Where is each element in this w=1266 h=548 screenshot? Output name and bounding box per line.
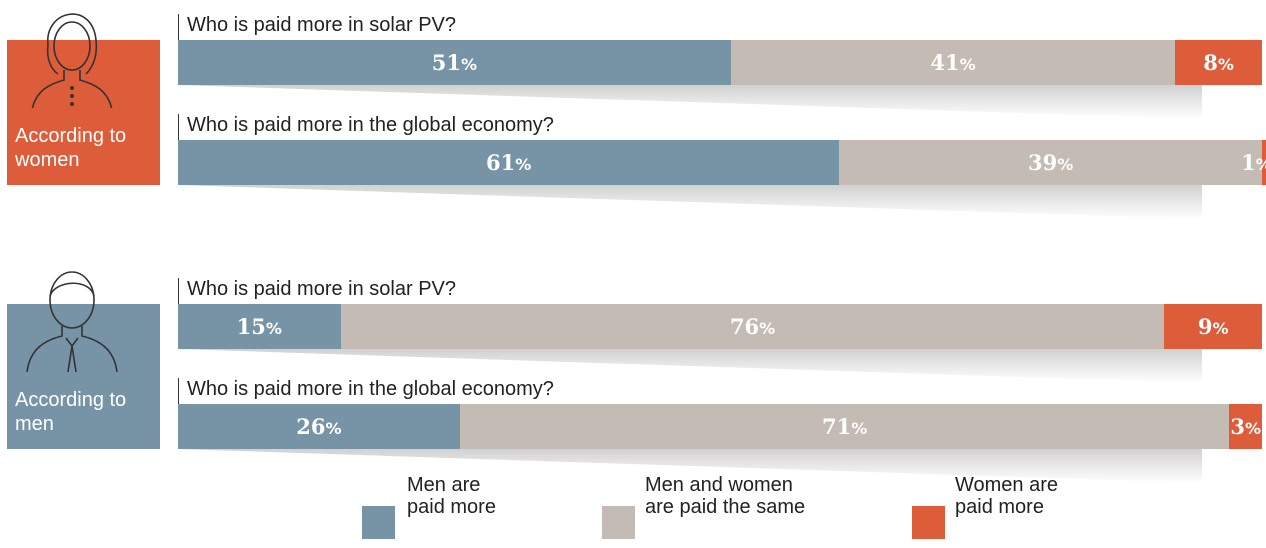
- legend-swatch: [362, 506, 395, 539]
- bar-shadow: [178, 185, 1202, 219]
- bar-segment: 41%: [730, 40, 1176, 85]
- value-label: 9%: [1197, 314, 1229, 339]
- legend-label: Women are paid more: [955, 474, 1059, 518]
- value-label: 41%: [930, 50, 976, 75]
- bar-segment: 15%: [178, 304, 341, 349]
- value-label: 39%: [1027, 150, 1074, 175]
- value-label: 76%: [729, 314, 776, 339]
- bar-segment: 1%: [1241, 140, 1266, 185]
- bar-segment: 3%: [1229, 404, 1262, 449]
- category-label: Who is paid more in the global economy?: [187, 114, 554, 136]
- value-label: 51%: [431, 50, 478, 75]
- value-label: 15%: [236, 314, 282, 339]
- value-label: 71%: [822, 414, 868, 439]
- bar-segment: 51%: [178, 40, 731, 85]
- bar-segment: 71%: [459, 404, 1230, 449]
- woman-icon: [31, 13, 113, 111]
- bar-segment: 61%: [178, 140, 840, 185]
- legend-swatch: [912, 506, 945, 539]
- category-label: Who is paid more in solar PV?: [187, 278, 457, 300]
- legend-label: Men are paid more: [407, 474, 496, 518]
- icons: [26, 13, 118, 373]
- group-panel: [7, 372, 160, 449]
- bar-segment: 26%: [178, 404, 460, 449]
- value-label: 3%: [1230, 414, 1261, 439]
- bar-segment: 8%: [1175, 40, 1262, 85]
- value-label: 1%: [1241, 150, 1266, 175]
- bar-segment: 9%: [1164, 304, 1262, 349]
- group-label: According to women: [15, 125, 127, 171]
- value-label: 61%: [485, 150, 532, 175]
- category-label: Who is paid more in solar PV?: [187, 14, 457, 36]
- group-panel: [7, 108, 160, 185]
- man-icon: [26, 271, 118, 373]
- legend-label: Men and women are paid the same: [645, 474, 806, 518]
- value-label: 26%: [296, 414, 342, 439]
- group-label: According to men: [15, 389, 127, 435]
- value-label: 8%: [1203, 50, 1234, 75]
- legend-swatch: [602, 506, 635, 539]
- bar-segment: 76%: [340, 304, 1165, 349]
- bar-segment: 39%: [839, 140, 1262, 185]
- category-label: Who is paid more in the global economy?: [187, 378, 554, 400]
